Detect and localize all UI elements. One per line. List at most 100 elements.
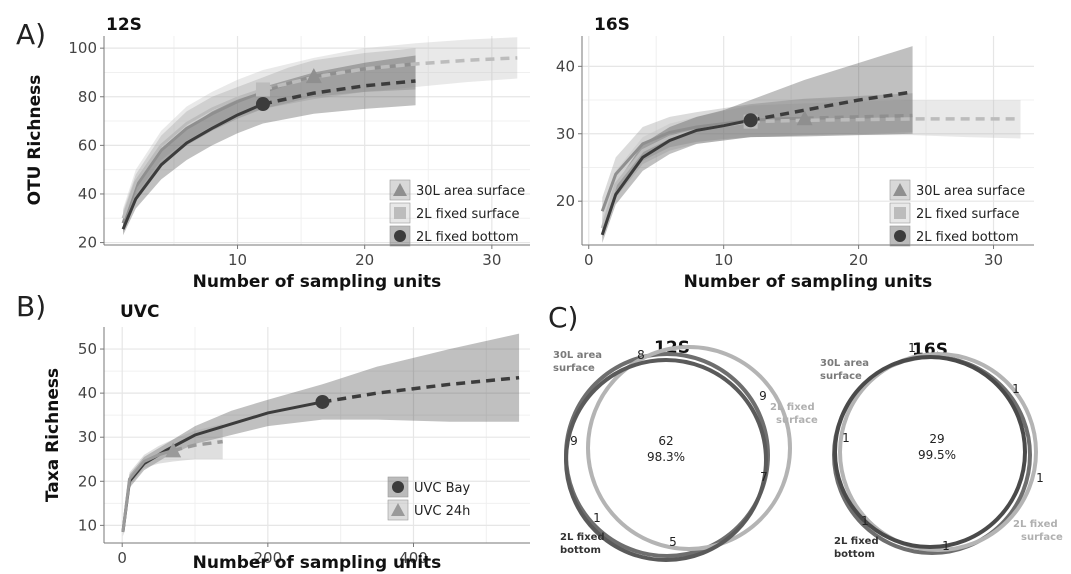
y-axis-label: OTU Richness — [25, 75, 45, 206]
plot-area — [582, 36, 1034, 245]
plot-area — [104, 327, 530, 543]
series-line-interpolated — [121, 448, 174, 533]
series-line-interpolated — [121, 88, 264, 219]
sample-point-marker — [305, 68, 322, 84]
confidence-band — [123, 55, 416, 236]
venn-label-fixed-bottom: bottom — [834, 549, 875, 560]
legend-marker — [894, 230, 906, 242]
x-tick-label: 20 — [355, 251, 374, 269]
series-line-interpolated — [600, 118, 751, 236]
legend-marker — [392, 481, 404, 493]
legend-marker — [391, 503, 405, 516]
legend-label: 2L fixed surface — [916, 207, 1020, 222]
panel-label-b: B) — [16, 290, 46, 323]
series-line-extrapolated — [804, 113, 913, 121]
series-line-extrapolated — [262, 56, 518, 92]
sample-point-marker — [255, 82, 270, 97]
legend-label: 2L fixed surface — [416, 207, 520, 222]
venn-circle-fixed-surface — [586, 345, 792, 551]
venn-label-area: 30L area — [553, 350, 602, 361]
y-tick-label: 30 — [556, 125, 575, 143]
series-line-extrapolated — [322, 375, 520, 404]
venn-circle-fixed-bottom — [833, 355, 1027, 549]
venn-label-fixed-surface: 2L fixed — [1013, 519, 1058, 530]
sample-point-marker — [255, 97, 270, 112]
legend-marker — [894, 207, 906, 219]
series-line-interpolated — [121, 102, 264, 230]
x-tick-label: 30 — [482, 251, 501, 269]
venn-circle-fixed-surface — [838, 352, 1038, 552]
venn-label-area: 30L area — [820, 358, 869, 369]
x-axis-label: Number of sampling units — [193, 553, 442, 573]
x-tick-label: 30 — [984, 251, 1003, 269]
legend-marker — [893, 183, 907, 196]
legend-marker — [394, 230, 406, 242]
sample-point-marker — [165, 442, 182, 458]
legend-marker — [394, 207, 406, 219]
venn-count: 1 — [861, 514, 869, 528]
y-tick-label: 30 — [78, 428, 97, 446]
y-tick-label: 20 — [78, 472, 97, 490]
venn-center-percent: 98.3% — [647, 450, 685, 464]
panel-label-a: A) — [16, 18, 46, 51]
x-tick-label: 0 — [584, 251, 594, 269]
chart-title: UVC — [120, 302, 159, 322]
x-tick-label: 400 — [399, 549, 428, 567]
legend: 30L area surface 2L fixed surface 2L fixed… — [389, 179, 525, 247]
y-tick-label: 40 — [78, 185, 97, 203]
venn-center-percent: 99.5% — [918, 448, 956, 462]
series-line-extrapolated — [313, 62, 416, 78]
venn-count: 9 — [570, 434, 578, 448]
series-line-extrapolated — [172, 439, 223, 453]
panel-label-c: C) — [548, 301, 578, 334]
chart-title: 12S — [106, 15, 142, 35]
sample-point-marker — [315, 394, 330, 409]
chart-title: 16S — [594, 15, 630, 35]
confidence-band — [122, 333, 520, 537]
venn-label-fixed-bottom: bottom — [560, 545, 601, 556]
legend-label: UVC 24h — [414, 504, 470, 519]
series-line-extrapolated — [262, 79, 416, 106]
venn-count: 5 — [669, 535, 677, 549]
y-axis-label: Taxa Richness — [43, 368, 63, 502]
series-line-extrapolated — [750, 90, 913, 122]
x-tick-label: 0 — [117, 549, 127, 567]
chart-16s: 0 10 20 30 20 30 40 16S Number of sampling units… — [556, 15, 1034, 292]
x-tick-label: 10 — [228, 251, 247, 269]
y-tick-label: 50 — [78, 340, 97, 358]
venn-count: 1 — [908, 341, 916, 355]
venn-label-area: surface — [553, 363, 595, 374]
venn-label-fixed-surface: 2L fixed — [770, 402, 815, 413]
venn-count: 1 — [842, 431, 850, 445]
venn-16s: 16S 30L area surface 2L fixed surface 2L… — [820, 340, 1063, 560]
y-tick-label: 40 — [78, 384, 97, 402]
legend: 30L area surface 2L fixed surface 2L fixed… — [889, 179, 1025, 247]
plot-area — [104, 36, 530, 245]
venn-center-count: 62 — [658, 434, 673, 448]
legend-label: 2L fixed bottom — [416, 230, 519, 245]
x-tick-label: 200 — [254, 549, 283, 567]
x-axis-label: Number of sampling units — [684, 272, 933, 292]
x-tick-label: 10 — [714, 251, 733, 269]
venn-label-area: surface — [820, 371, 862, 382]
legend-marker — [393, 183, 407, 196]
chart-uvc: 0 200 400 10 20 30 40 50 UVC Number of sampling u… — [43, 302, 530, 573]
legend-label: 30L area surface — [916, 184, 1025, 199]
venn-label-fixed-bottom: 2L fixed — [834, 536, 879, 547]
venn-circle-fixed-bottom — [564, 358, 768, 562]
legend-label: UVC Bay — [414, 481, 471, 496]
venn-count: 9 — [759, 389, 767, 403]
confidence-band — [602, 46, 913, 243]
venn-12s: 12S 30L area surface 2L fixed surface 2L… — [553, 338, 818, 562]
x-tick-label: 20 — [849, 251, 868, 269]
venn-count: 1 — [593, 511, 601, 525]
venn-center-count: 29 — [929, 432, 944, 446]
sample-point-marker — [796, 110, 813, 126]
y-tick-label: 20 — [556, 192, 575, 210]
y-tick-label: 40 — [556, 57, 575, 75]
venn-count: 1 — [1012, 382, 1020, 396]
chart-12s: 10 20 30 20 40 60 80 100 12S Number of sampling u… — [25, 15, 530, 292]
venn-count: 1 — [942, 539, 950, 553]
y-tick-label: 10 — [78, 516, 97, 534]
